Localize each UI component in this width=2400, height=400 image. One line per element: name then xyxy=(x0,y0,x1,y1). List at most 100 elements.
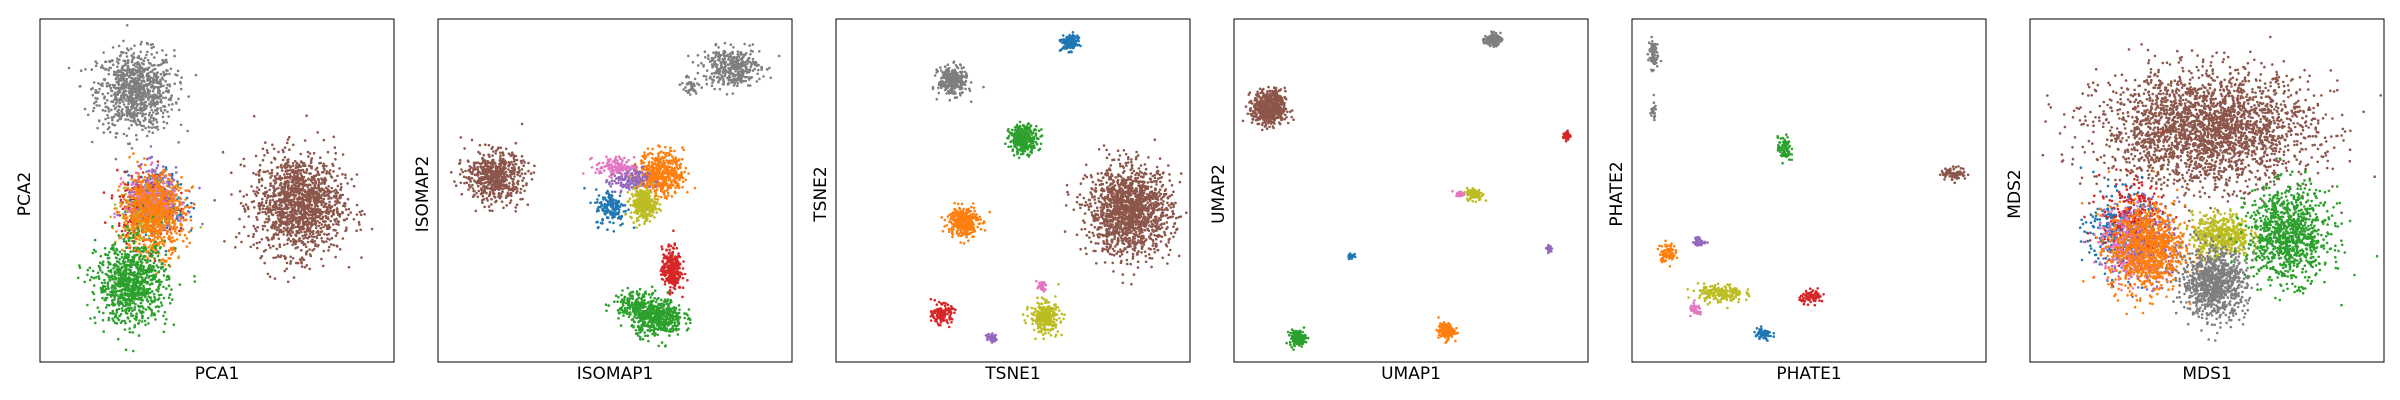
data-point xyxy=(189,218,193,222)
data-point xyxy=(139,84,143,88)
data-point xyxy=(308,267,312,271)
data-point xyxy=(120,253,124,256)
data-point xyxy=(120,111,124,114)
data-point xyxy=(167,263,171,267)
data-point xyxy=(287,237,291,241)
data-point xyxy=(178,283,182,286)
data-point xyxy=(155,120,159,124)
data-point xyxy=(175,238,179,241)
data-point xyxy=(310,230,314,234)
data-point xyxy=(170,176,174,179)
data-point xyxy=(238,217,241,221)
data-point xyxy=(111,100,115,103)
data-point xyxy=(259,256,262,260)
data-point xyxy=(128,188,132,192)
data-point xyxy=(300,192,304,196)
data-point xyxy=(326,150,330,154)
data-point xyxy=(223,240,226,243)
data-point xyxy=(129,209,133,213)
data-point xyxy=(119,177,123,180)
data-point xyxy=(335,189,338,193)
data-point xyxy=(106,113,109,117)
data-point xyxy=(305,253,308,256)
data-point xyxy=(317,181,321,184)
data-point xyxy=(145,75,149,78)
data-point xyxy=(323,204,327,207)
data-point xyxy=(123,221,126,225)
data-point xyxy=(187,230,191,234)
data-point xyxy=(110,275,114,278)
data-point xyxy=(137,180,141,184)
data-point xyxy=(299,165,302,168)
data-point xyxy=(126,59,130,62)
data-point xyxy=(150,70,154,73)
data-point xyxy=(176,69,180,73)
data-point xyxy=(253,206,256,209)
data-point xyxy=(131,301,135,305)
data-point xyxy=(150,278,154,282)
data-point xyxy=(102,330,105,333)
data-point xyxy=(130,299,133,303)
data-point xyxy=(294,186,297,190)
data-point xyxy=(305,171,308,175)
points-layer xyxy=(67,24,374,353)
data-point xyxy=(339,188,342,191)
data-point xyxy=(243,210,247,213)
data-point xyxy=(124,199,128,203)
data-point xyxy=(307,190,311,193)
data-point xyxy=(150,46,153,50)
data-point xyxy=(283,146,287,149)
data-point xyxy=(78,85,82,88)
data-point xyxy=(165,287,168,290)
data-point xyxy=(130,204,134,208)
data-point xyxy=(177,141,180,144)
data-point xyxy=(326,237,329,240)
data-point xyxy=(141,171,145,174)
data-point xyxy=(116,316,119,320)
data-point xyxy=(126,96,130,99)
data-point xyxy=(139,298,143,302)
data-point xyxy=(334,192,337,195)
data-point xyxy=(150,114,154,117)
data-point xyxy=(115,132,119,135)
data-point xyxy=(254,173,258,176)
data-point xyxy=(91,109,95,113)
data-point xyxy=(142,62,145,66)
data-point xyxy=(131,100,135,103)
data-point xyxy=(114,136,118,139)
data-point xyxy=(148,89,151,92)
data-point xyxy=(169,67,173,71)
data-point xyxy=(350,177,353,181)
data-point xyxy=(234,246,237,249)
data-point xyxy=(302,170,306,174)
data-point xyxy=(113,203,117,206)
data-point xyxy=(88,278,92,282)
data-point xyxy=(124,118,127,121)
data-point xyxy=(303,242,307,246)
data-point xyxy=(140,175,143,179)
data-point xyxy=(327,212,330,216)
data-point xyxy=(329,219,333,223)
data-point xyxy=(145,104,149,108)
data-point xyxy=(188,241,191,245)
data-point xyxy=(303,198,307,202)
data-point xyxy=(296,173,300,176)
data-point xyxy=(289,262,292,265)
data-point xyxy=(124,89,128,93)
data-point xyxy=(168,72,171,76)
data-point xyxy=(298,220,301,224)
data-point xyxy=(324,178,328,182)
data-point xyxy=(294,234,298,238)
data-point xyxy=(98,261,102,265)
data-point xyxy=(130,95,133,98)
data-point xyxy=(117,222,121,225)
data-point xyxy=(143,247,147,251)
data-point xyxy=(130,178,133,181)
data-point xyxy=(125,134,129,137)
data-point xyxy=(278,183,282,187)
data-point xyxy=(257,204,261,207)
data-point xyxy=(275,177,279,181)
data-point xyxy=(130,90,133,94)
data-point xyxy=(117,69,120,72)
data-point xyxy=(298,216,302,219)
